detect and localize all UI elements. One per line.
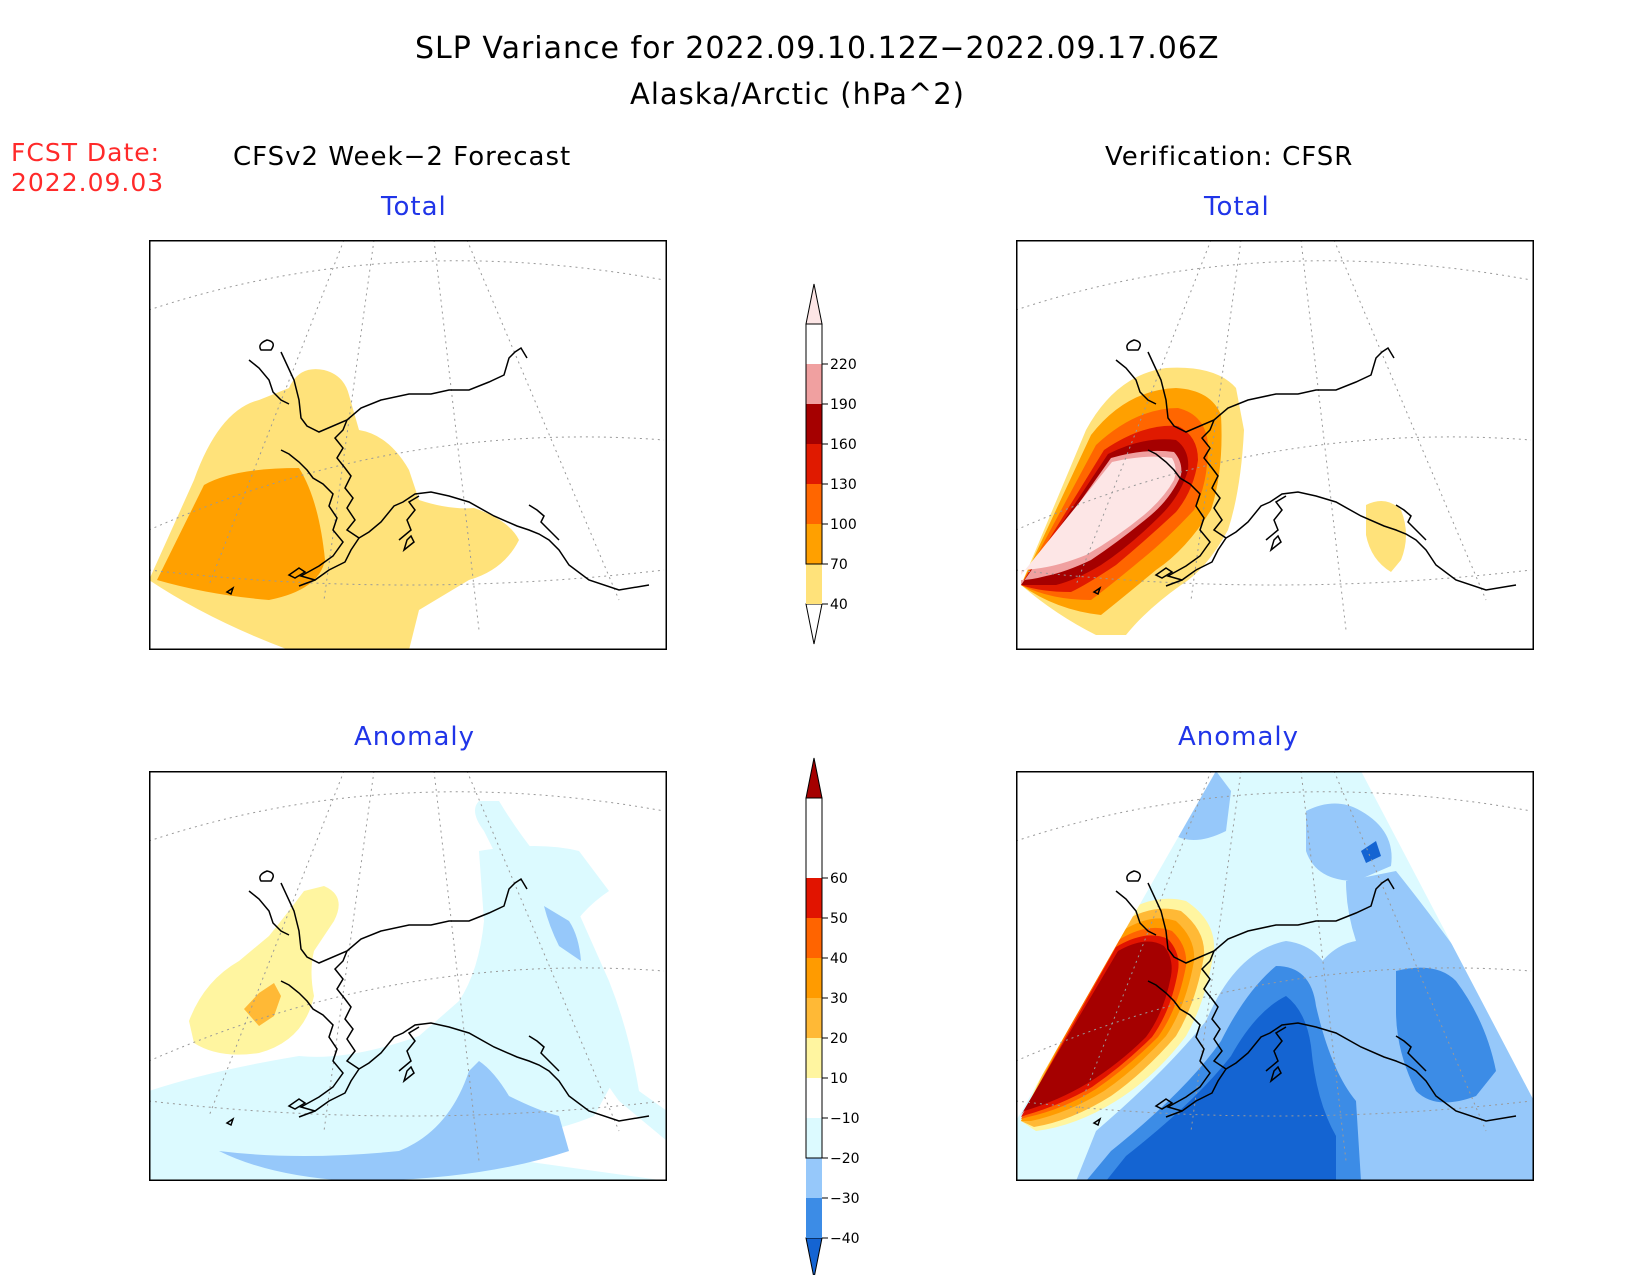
colorbar-segment [806, 564, 822, 604]
colorbar-segment [806, 1078, 822, 1118]
colorbar-segment [806, 524, 822, 564]
colorbar-tip-low [805, 603, 823, 645]
contour-above-220 [1021, 456, 1176, 575]
contour-minus30-east [1396, 967, 1496, 1103]
colorbar-tick-label: −20 [830, 1151, 860, 1167]
colorbar-tick-label: 20 [830, 1031, 848, 1047]
colorbar-segment [806, 404, 822, 444]
colorbar-segment [806, 878, 822, 918]
colorbar-tick-label: 10 [830, 1071, 848, 1087]
colorbar-tick-label: −40 [830, 1231, 860, 1247]
colorbar-segment [806, 1158, 822, 1198]
colorbar-tick-label: 100 [830, 517, 857, 533]
contour-20-30 [244, 983, 281, 1026]
page-subtitle: Alaska/Arctic (hPa^2) [630, 77, 965, 111]
colorbar-tick-label: 160 [830, 437, 857, 453]
colorbar-anomaly: −40 −30 −20 −10 10 20 30 40 50 60 [805, 757, 860, 1275]
map-forecast-total [149, 240, 667, 650]
colorbar-tick-label: 220 [830, 357, 857, 373]
colorbar-tick-label: −10 [830, 1111, 860, 1127]
colorbar-frame [805, 797, 823, 1159]
contour-minus20-minus30 [219, 1061, 569, 1181]
contour-70-100 [157, 468, 325, 600]
colorbar-tip-high [805, 757, 823, 799]
colorbar-tick-label: 40 [830, 597, 848, 613]
map-verification-total [1016, 240, 1534, 650]
contour-above-60 [1021, 941, 1172, 1115]
forecast-date-label: FCST Date: [11, 138, 161, 167]
panel-title-verification-total: Total [1204, 192, 1270, 222]
colorbar-tick-label: −30 [830, 1191, 860, 1207]
page-title: SLP Variance for 2022.09.10.12Z−2022.09.… [415, 31, 1220, 66]
contour-minus20-east [544, 906, 581, 961]
colorbar-tick-label: 190 [830, 397, 857, 413]
contour-40-70-east [1366, 501, 1406, 572]
colorbar-total: 40 70 100 130 160 190 220 [805, 283, 857, 645]
panel-title-forecast-total: Total [381, 192, 447, 222]
colorbar-tick-label: 50 [830, 911, 848, 927]
contour-minus40-ne [1361, 841, 1381, 863]
colorbar-segment [806, 1198, 822, 1238]
panel-title-verification-anomaly: Anomaly [1178, 722, 1300, 752]
contour-neg10-band [149, 846, 619, 1155]
colorbar-segment [806, 444, 822, 484]
colorbar-segment [806, 958, 822, 998]
colorbar-segment [806, 364, 822, 404]
forecast-date-value: 2022.09.03 [11, 168, 165, 197]
contour-10-20 [189, 886, 339, 1055]
colorbar-segment [806, 918, 822, 958]
colorbar-tick-label: 130 [830, 477, 857, 493]
colorbar-segment [806, 998, 822, 1038]
map-forecast-anomaly [149, 771, 667, 1181]
panel-title-forecast-anomaly: Anomaly [354, 722, 476, 752]
column-header-verification: Verification: CFSR [1105, 142, 1354, 172]
colorbar-tick-label: 40 [830, 951, 848, 967]
column-header-forecast: CFSv2 Week−2 Forecast [233, 142, 572, 172]
colorbar-tip-low [805, 1237, 823, 1275]
colorbar-tick-label: 30 [830, 991, 848, 1007]
colorbar-tick-label: 70 [830, 557, 848, 573]
colorbar-tip-high [805, 283, 823, 325]
map-verification-anomaly [1016, 771, 1534, 1181]
colorbar-segment [806, 1038, 822, 1078]
colorbar-segment [806, 1118, 822, 1158]
contour-minus20-ne [1306, 803, 1392, 881]
contour-minus40-south [1106, 996, 1336, 1181]
colorbar-segment [806, 484, 822, 524]
colorbar-tick-label: 60 [830, 871, 848, 887]
